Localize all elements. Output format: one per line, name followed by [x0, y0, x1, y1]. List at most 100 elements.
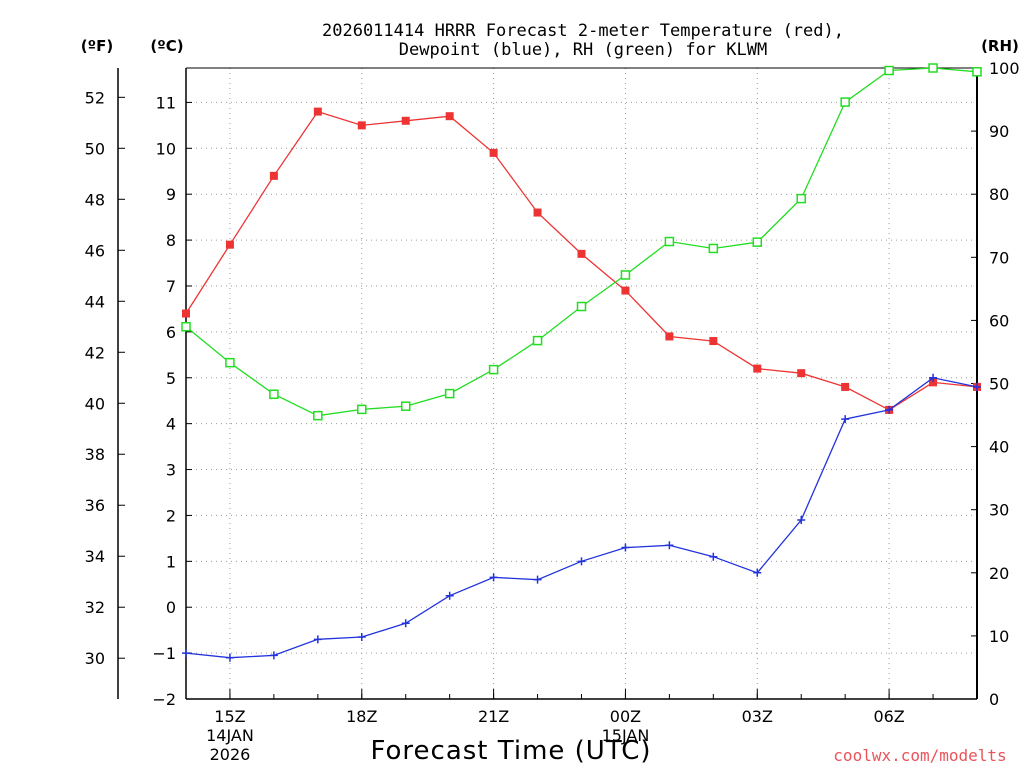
temperature-point	[269, 171, 278, 180]
dewpoint-point	[841, 415, 850, 424]
unit-c-label: (ºC)	[150, 37, 183, 55]
c-tick-label: 1	[166, 552, 176, 571]
c-tick-label: 10	[156, 139, 176, 158]
f-tick-label: 46	[85, 241, 105, 260]
f-tick-label: 40	[85, 394, 105, 413]
dewpoint-point	[269, 651, 278, 660]
rh-tick-label: 90	[989, 122, 1009, 141]
f-tick-label: 36	[85, 496, 105, 515]
dewpoint-point	[973, 382, 981, 391]
rh-point	[269, 389, 279, 399]
dewpoint-point	[533, 575, 542, 584]
x-date-label: 14JAN	[206, 726, 254, 745]
x-tick-label: 00Z	[610, 707, 641, 726]
c-tick-label: 4	[166, 415, 176, 434]
gridlines	[186, 68, 977, 699]
f-tick-label: 34	[85, 547, 105, 566]
rh-tick-label: 0	[989, 690, 999, 709]
c-tick-label: 11	[156, 93, 176, 112]
temperature-point	[489, 148, 498, 157]
rh-tick-label: 60	[989, 311, 1009, 330]
rh-tick-label: 100	[989, 59, 1020, 78]
dewpoint-point	[225, 653, 234, 662]
temperature-point	[797, 369, 806, 378]
c-tick-label: 9	[166, 185, 176, 204]
rh-point	[620, 270, 631, 280]
c-tick-label: −2	[152, 690, 176, 709]
rh-tick-label: 40	[989, 438, 1009, 457]
c-tick-label: 7	[166, 277, 176, 296]
dewpoint-point	[929, 373, 938, 382]
x-date-label: 15JAN	[602, 726, 650, 745]
f-tick-label: 50	[85, 139, 105, 158]
rh-tick-label: 50	[989, 375, 1009, 394]
rh-point	[444, 388, 455, 399]
temperature-point	[577, 249, 586, 258]
rh-point	[928, 63, 938, 73]
c-tick-label: 0	[166, 598, 176, 617]
rh-point	[664, 236, 675, 247]
rh-point	[532, 335, 543, 346]
c-tick-label: 2	[166, 506, 176, 525]
data-series	[181, 63, 982, 662]
dewpoint-point	[797, 516, 806, 525]
rh-point	[313, 410, 323, 421]
c-tick-label: −1	[152, 644, 176, 663]
x-axis-label: Forecast Time (UTC)	[370, 736, 651, 766]
f-tick-label: 42	[85, 343, 105, 362]
temperature-point	[445, 112, 454, 121]
x-tick-label: 03Z	[742, 707, 773, 726]
rh-point	[752, 237, 763, 247]
temperature-point	[225, 240, 234, 249]
rh-tick-label: 10	[989, 627, 1009, 646]
x-tick-label: 21Z	[478, 707, 509, 726]
rh-point	[796, 193, 806, 204]
rh-tick-label: 80	[989, 185, 1009, 204]
f-tick-label: 48	[85, 190, 105, 209]
dewpoint-point	[489, 573, 498, 582]
temperature-point	[313, 107, 322, 116]
temperature-point	[533, 208, 542, 217]
dewpoint-point	[445, 591, 454, 600]
temperature-point	[665, 332, 674, 341]
temperature-point	[357, 121, 366, 130]
f-tick-label: 38	[85, 445, 105, 464]
f-tick-label: 30	[85, 649, 105, 668]
temperature-point	[929, 378, 938, 387]
dewpoint-point	[665, 541, 674, 550]
rh-point	[576, 301, 587, 312]
x-tick-label: 18Z	[346, 707, 377, 726]
x-date-label: 2026	[210, 745, 251, 764]
credit-label: coolwx.com/modelts	[833, 746, 1006, 765]
rh-tick-label: 20	[989, 564, 1009, 583]
dewpoint-point	[709, 552, 718, 561]
dewpoint-point	[401, 619, 410, 628]
f-tick-label: 32	[85, 598, 105, 617]
c-tick-label: 5	[166, 369, 176, 388]
c-tick-label: 8	[166, 231, 176, 250]
c-tick-label: 6	[166, 323, 176, 342]
rh-line	[185, 67, 978, 417]
dewpoint-point	[885, 405, 894, 414]
rh-point	[708, 243, 719, 254]
dewpoint-point	[182, 649, 190, 658]
temperature-point	[841, 382, 850, 391]
chart-title-line2: Dewpoint (blue), RH (green) for KLWM	[399, 40, 767, 60]
temperature-point	[401, 116, 410, 125]
x-tick-label: 15Z	[214, 707, 245, 726]
f-tick-label: 52	[85, 88, 105, 107]
dewpoint-point	[621, 543, 630, 552]
dewpoint-point	[357, 633, 366, 642]
temperature-point	[621, 286, 630, 295]
rh-point	[225, 357, 235, 368]
temperature-point	[182, 309, 190, 318]
dewpoint-point	[753, 568, 762, 577]
temperature-point	[709, 337, 718, 346]
temperature-line	[185, 110, 978, 411]
dewpoint-point	[577, 557, 586, 566]
c-tick-label: 3	[166, 461, 176, 480]
temperature-point	[753, 364, 762, 373]
rh-point	[972, 67, 982, 77]
chart-title-line1: 2026011414 HRRR Forecast 2-meter Tempera…	[322, 21, 844, 41]
